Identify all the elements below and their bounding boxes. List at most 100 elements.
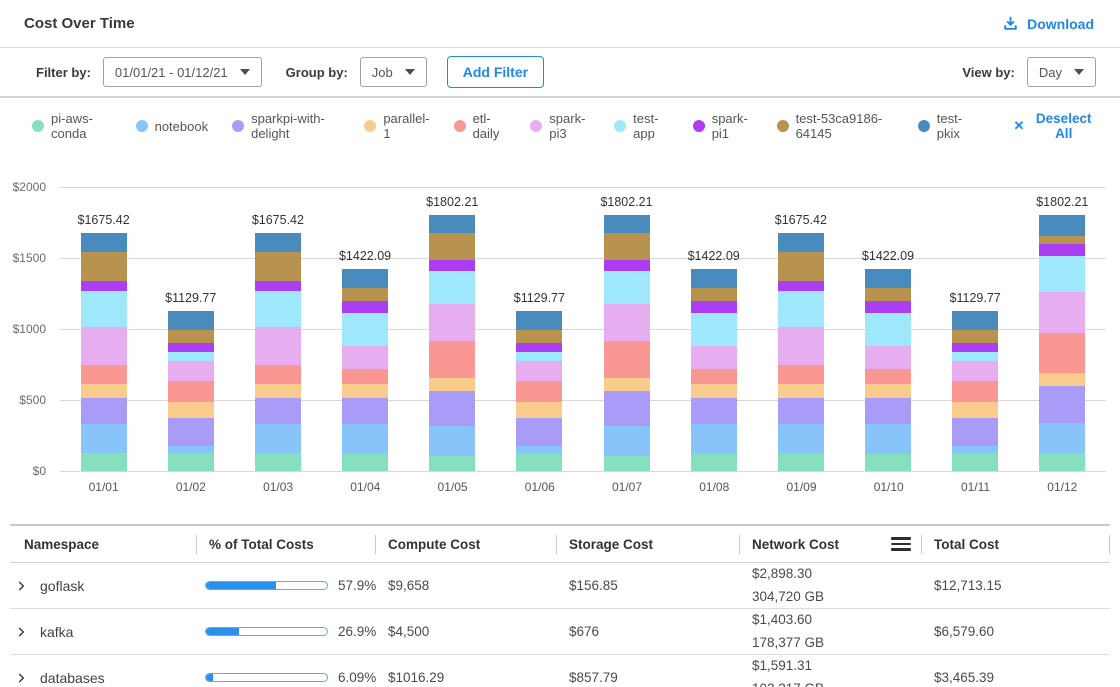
bar-segment-test-app[interactable] (342, 312, 389, 346)
bar-segment-test-pkix[interactable] (777, 233, 824, 252)
bar-segment-sparkpi-with-delight[interactable] (429, 390, 476, 426)
bar-segment-pi-aws-conda[interactable] (1039, 453, 1086, 471)
bar-segment-parallel-1[interactable] (342, 384, 389, 399)
legend-item-parallel-1[interactable]: parallel-1 (364, 111, 430, 141)
bar-segment-test-pkix[interactable] (80, 233, 127, 252)
legend-item-test-pkix[interactable]: test-pkix (917, 111, 974, 141)
bar-segment-test-app[interactable] (429, 271, 476, 304)
bar-segment-sparkpi-with-delight[interactable] (603, 390, 650, 426)
bar-segment-parallel-1[interactable] (777, 384, 824, 398)
bar-01/09[interactable]: $1675.42 (775, 213, 827, 471)
bar-segment-notebook[interactable] (777, 424, 824, 453)
bar-segment-test-53ca9186-64145[interactable] (777, 251, 824, 282)
bar-segment-parallel-1[interactable] (864, 384, 911, 399)
bar-segment-spark-pi3[interactable] (603, 303, 650, 341)
bar-segment-etl-daily[interactable] (254, 365, 301, 385)
bar-segment-pi-aws-conda[interactable] (864, 453, 911, 471)
bar-segment-pi-aws-conda[interactable] (777, 452, 824, 471)
bar-segment-test-53ca9186-64145[interactable] (690, 288, 737, 301)
bar-segment-notebook[interactable] (254, 424, 301, 453)
bar-segment-spark-pi1[interactable] (342, 300, 389, 313)
deselect-all-button[interactable]: ✕ Deselect All (1014, 111, 1097, 141)
bar-segment-etl-daily[interactable] (1039, 333, 1086, 373)
bar-segment-spark-pi3[interactable] (342, 345, 389, 369)
legend-item-spark-pi1[interactable]: spark-pi1 (692, 111, 753, 141)
bar-segment-test-pkix[interactable] (1039, 215, 1086, 236)
bar-segment-etl-daily[interactable] (690, 368, 737, 385)
bar-segment-pi-aws-conda[interactable] (690, 453, 737, 471)
bar-segment-sparkpi-with-delight[interactable] (167, 418, 214, 447)
bar-segment-sparkpi-with-delight[interactable] (777, 397, 824, 425)
bar-segment-test-53ca9186-64145[interactable] (429, 232, 476, 261)
bar-segment-spark-pi3[interactable] (1039, 292, 1086, 334)
bar-segment-notebook[interactable] (342, 424, 389, 454)
legend-item-test-53ca9186-64145[interactable]: test-53ca9186-64145 (776, 111, 894, 141)
bar-segment-pi-aws-conda[interactable] (952, 452, 999, 471)
bar-segment-test-app[interactable] (952, 351, 999, 361)
bar-segment-spark-pi3[interactable] (864, 345, 911, 369)
bar-01/07[interactable]: $1802.21 (600, 195, 653, 471)
bar-segment-test-app[interactable] (603, 271, 650, 304)
bar-segment-test-pkix[interactable] (429, 215, 476, 233)
bar-01/05[interactable]: $1802.21 (426, 195, 478, 471)
bar-segment-test-pkix[interactable] (603, 215, 650, 233)
column-header-namespace[interactable]: Namespace (10, 526, 196, 562)
bar-01/02[interactable]: $1129.77 (165, 291, 216, 471)
bar-segment-test-53ca9186-64145[interactable] (864, 288, 911, 301)
bar-segment-parallel-1[interactable] (167, 402, 214, 419)
bar-segment-notebook[interactable] (690, 424, 737, 454)
table-row-databases[interactable]: databases 6.09% $1016.29 $857.79 $1,591.31 10… (10, 655, 1110, 687)
bar-segment-notebook[interactable] (80, 424, 127, 453)
bar-segment-pi-aws-conda[interactable] (429, 455, 476, 471)
bar-segment-spark-pi1[interactable] (80, 281, 127, 292)
bar-segment-notebook[interactable] (1039, 422, 1086, 454)
bar-segment-test-pkix[interactable] (952, 310, 999, 330)
legend-item-sparkpi-with-delight[interactable]: sparkpi-with-delight (232, 111, 340, 141)
bar-segment-spark-pi1[interactable] (864, 300, 911, 313)
column-header-total-cost[interactable]: Total Cost (921, 526, 1110, 562)
bar-segment-test-pkix[interactable] (690, 269, 737, 289)
bar-segment-spark-pi3[interactable] (690, 345, 737, 369)
bar-segment-pi-aws-conda[interactable] (516, 452, 563, 471)
bar-segment-parallel-1[interactable] (80, 384, 127, 398)
bar-segment-etl-daily[interactable] (342, 368, 389, 385)
bar-segment-etl-daily[interactable] (603, 340, 650, 379)
bar-segment-sparkpi-with-delight[interactable] (80, 397, 127, 425)
bar-segment-spark-pi1[interactable] (1039, 244, 1086, 257)
bar-segment-parallel-1[interactable] (254, 384, 301, 398)
bar-segment-notebook[interactable] (952, 446, 999, 453)
bar-segment-test-53ca9186-64145[interactable] (80, 251, 127, 282)
bar-segment-spark-pi1[interactable] (603, 260, 650, 272)
bar-segment-spark-pi3[interactable] (254, 326, 301, 366)
expand-chevron-icon[interactable] (16, 626, 27, 638)
download-button[interactable]: Download (1002, 15, 1094, 32)
bar-segment-test-pkix[interactable] (254, 233, 301, 252)
bar-segment-test-app[interactable] (516, 351, 563, 361)
bar-segment-test-pkix[interactable] (516, 310, 563, 330)
legend-item-test-app[interactable]: test-app (614, 111, 669, 141)
bar-segment-test-app[interactable] (864, 312, 911, 346)
bar-segment-pi-aws-conda[interactable] (342, 453, 389, 471)
table-row-kafka[interactable]: kafka 26.9% $4,500 $676 $1,403.60 178,377 GB $… (10, 609, 1110, 655)
bar-segment-sparkpi-with-delight[interactable] (952, 418, 999, 447)
bar-segment-etl-daily[interactable] (429, 340, 476, 379)
bar-segment-parallel-1[interactable] (603, 378, 650, 391)
table-row-goflask[interactable]: goflask 57.9% $9,658 $156.85 $2,898.30 304,72… (10, 563, 1110, 609)
bar-segment-notebook[interactable] (516, 446, 563, 453)
bar-01/12[interactable]: $1802.21 (1036, 195, 1088, 471)
bar-segment-parallel-1[interactable] (429, 378, 476, 391)
bar-segment-test-app[interactable] (1039, 256, 1086, 293)
bar-segment-spark-pi3[interactable] (777, 326, 824, 366)
bar-segment-parallel-1[interactable] (1039, 372, 1086, 387)
date-range-select[interactable]: 01/01/21 - 01/12/21 (102, 57, 262, 87)
bar-segment-spark-pi3[interactable] (429, 303, 476, 341)
bar-segment-parallel-1[interactable] (516, 402, 563, 419)
bar-segment-sparkpi-with-delight[interactable] (690, 398, 737, 425)
bar-segment-sparkpi-with-delight[interactable] (516, 418, 563, 447)
bar-segment-spark-pi1[interactable] (429, 260, 476, 272)
bar-segment-spark-pi1[interactable] (516, 342, 563, 352)
bar-segment-notebook[interactable] (167, 446, 214, 453)
bar-segment-test-app[interactable] (80, 291, 127, 327)
bar-01/01[interactable]: $1675.42 (78, 213, 130, 471)
column-header-network-cost[interactable]: Network Cost (739, 526, 921, 562)
